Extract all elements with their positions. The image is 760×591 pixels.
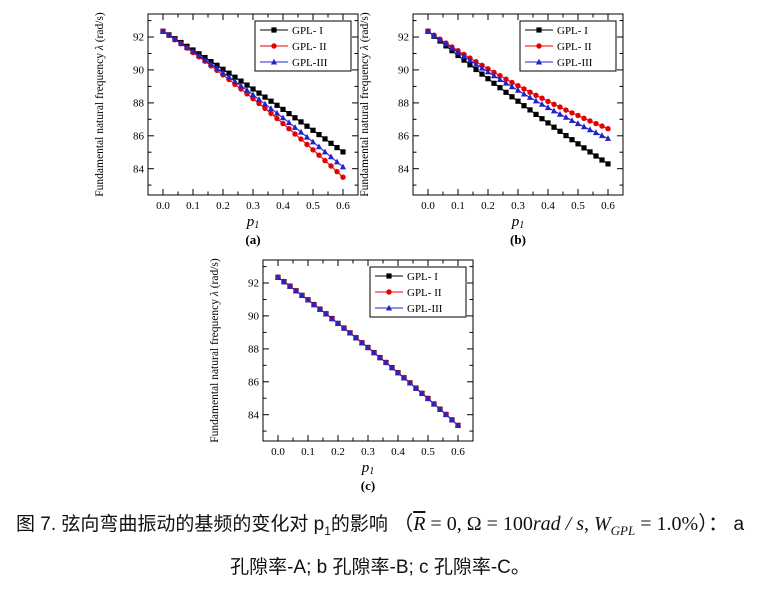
x-axis-title: p1: [246, 214, 260, 231]
caption-formula: （R = 0, Ω = 100rad / s, WGPL = 1.0%）：: [393, 513, 729, 538]
svg-text:84: 84: [398, 163, 410, 175]
svg-text:0.2: 0.2: [331, 446, 345, 458]
svg-text:86: 86: [398, 131, 410, 143]
svg-text:0.3: 0.3: [246, 200, 260, 212]
svg-text:92: 92: [133, 32, 144, 44]
formula-paren-close: ）：: [698, 513, 729, 535]
series-lines: [424, 28, 612, 167]
svg-text:88: 88: [248, 344, 260, 356]
svg-text:GPL-III: GPL-III: [557, 57, 593, 69]
formula-paren-open: （: [393, 513, 414, 535]
formula-rad-s: rad / s: [532, 513, 584, 535]
caption-item-a: a: [728, 514, 745, 535]
svg-text:GPL- II: GPL- II: [407, 287, 442, 299]
svg-text:0.2: 0.2: [216, 200, 230, 212]
svg-text:0.2: 0.2: [481, 200, 495, 212]
series-lines: [274, 274, 462, 429]
svg-text:GPL-III: GPL-III: [407, 303, 443, 315]
svg-text:0.4: 0.4: [391, 446, 405, 458]
panel-label: (b): [510, 232, 526, 247]
svg-text:GPL- I: GPL- I: [292, 25, 323, 37]
svg-text:86: 86: [248, 377, 260, 389]
formula-eq1: = 0,: [425, 513, 467, 535]
panel-label: (c): [361, 478, 375, 493]
svg-text:90: 90: [398, 65, 410, 77]
svg-text:0.6: 0.6: [336, 200, 350, 212]
svg-text:0.6: 0.6: [451, 446, 465, 458]
x-axis: 0.0 0.1 0.2 0.3 0.4 0.5 0.6: [156, 14, 350, 212]
svg-text:0.5: 0.5: [571, 200, 585, 212]
y-axis-title: Fundamental natural frequency λ (rad/s): [94, 12, 106, 197]
chart-panel-b: 0.0 0.1 0.2 0.3 0.4 0.5 0.6 84 86 88 90 92 GPL- I GPL…: [353, 2, 633, 252]
y-axis: 84 86 88 90 92: [248, 266, 473, 432]
svg-text:0.0: 0.0: [421, 200, 435, 212]
svg-text:88: 88: [398, 98, 410, 110]
panel-label: (a): [245, 232, 260, 247]
svg-text:0.4: 0.4: [276, 200, 290, 212]
svg-text:GPL- II: GPL- II: [557, 41, 592, 53]
formula-r-bar: R: [413, 513, 426, 535]
y-axis: 84 86 88 90 92: [398, 20, 623, 186]
x-axis: 0.0 0.1 0.2 0.3 0.4 0.5 0.6: [271, 260, 465, 458]
svg-text:GPL- II: GPL- II: [292, 41, 327, 53]
x-axis: 0.0 0.1 0.2 0.3 0.4 0.5 0.6: [421, 14, 615, 212]
svg-text:92: 92: [248, 278, 259, 290]
svg-text:0.4: 0.4: [541, 200, 555, 212]
svg-text:0.3: 0.3: [511, 200, 525, 212]
svg-text:88: 88: [133, 98, 145, 110]
svg-text:GPL- I: GPL- I: [557, 25, 588, 37]
caption-text-before-p: 弦向弯曲振动的基频的变化对 p: [61, 514, 325, 535]
series-lines: [159, 28, 347, 180]
y-axis-title: Fundamental natural frequency λ (rad/s): [209, 258, 221, 443]
svg-text:90: 90: [133, 65, 145, 77]
svg-text:0.5: 0.5: [421, 446, 435, 458]
caption-line-2: 孔隙率-A; b 孔隙率-B; c 孔隙率-C。: [230, 557, 530, 579]
x-axis-title: p1: [511, 214, 525, 231]
svg-text:0.0: 0.0: [156, 200, 170, 212]
svg-text:0.0: 0.0: [271, 446, 285, 458]
caption-line-1: 图 7. 弦向弯曲振动的基频的变化对 p1的影响 （R = 0, Ω = 100…: [0, 512, 760, 539]
caption-fig-label: 图 7.: [15, 514, 62, 535]
svg-text:84: 84: [133, 163, 145, 175]
legend: GPL- I GPL- II GPL-III: [369, 266, 467, 318]
svg-text:GPL- I: GPL- I: [407, 271, 438, 283]
svg-text:0.6: 0.6: [601, 200, 615, 212]
formula-eq2: = 100: [481, 513, 533, 535]
y-axis: 84 86 88 90 92: [133, 20, 358, 186]
svg-text:92: 92: [398, 32, 409, 44]
svg-text:0.1: 0.1: [451, 200, 465, 212]
svg-text:84: 84: [248, 409, 260, 421]
svg-text:0.1: 0.1: [186, 200, 200, 212]
formula-w: W: [593, 513, 611, 535]
formula-comma: ,: [583, 513, 594, 535]
formula-eq3: = 1.0%: [635, 513, 699, 535]
caption-text-after-p: 的影响: [330, 514, 394, 535]
svg-text:GPL-III: GPL-III: [292, 57, 328, 69]
svg-text:86: 86: [133, 131, 145, 143]
formula-omega: Ω: [466, 513, 482, 535]
chart-panel-a: 0.0 0.1 0.2 0.3 0.4 0.5 0.6 84 86 88 90 92 GPL- I GPL…: [88, 2, 368, 252]
y-axis-title: Fundamental natural frequency λ (rad/s): [359, 12, 371, 197]
x-axis-title: p1: [361, 460, 375, 477]
formula-w-subscript: GPL: [610, 523, 636, 538]
svg-text:0.3: 0.3: [361, 446, 375, 458]
svg-text:0.5: 0.5: [306, 200, 320, 212]
caption-p-subscript: 1: [324, 523, 331, 538]
legend: GPL- I GPL- II GPL-III: [254, 20, 352, 72]
svg-text:0.1: 0.1: [301, 446, 315, 458]
chart-panel-c: 0.0 0.1 0.2 0.3 0.4 0.5 0.6 84 86 88 90 92 GPL- I GPL…: [203, 248, 483, 498]
svg-text:90: 90: [248, 311, 260, 323]
legend: GPL- I GPL- II GPL-III: [519, 20, 617, 72]
figure-caption: 图 7. 弦向弯曲振动的基频的变化对 p1的影响 （R = 0, Ω = 100…: [0, 512, 760, 580]
